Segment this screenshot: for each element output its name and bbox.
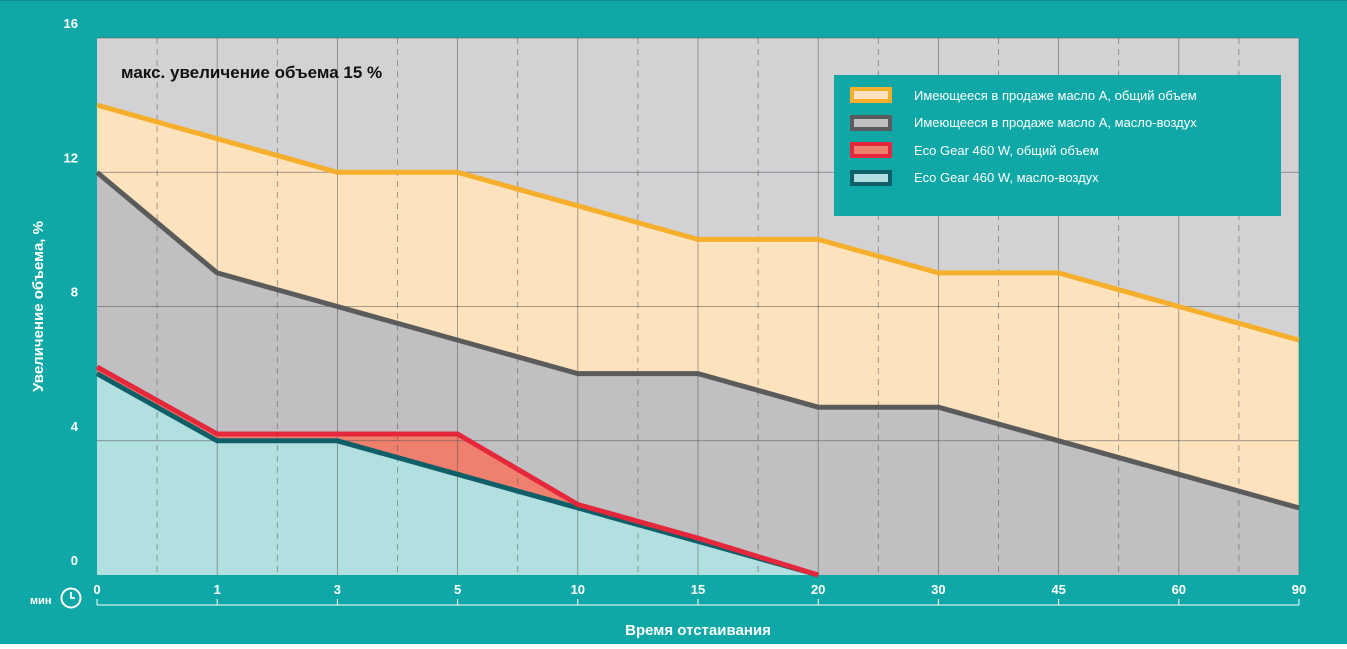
legend-item: Имеющееся в продаже масло А, масло-возду… [850, 112, 1281, 134]
x-unit-label: мин [30, 595, 52, 607]
legend-swatch [850, 87, 892, 103]
legend-swatch [850, 169, 892, 186]
legend-label: Имеющееся в продаже масло А, масло-возду… [914, 115, 1197, 130]
x-tick-label: 0 [93, 582, 100, 597]
series-1-line [96, 102, 1300, 343]
clock-hands [70, 592, 75, 599]
x-tick-label: 90 [1292, 582, 1306, 597]
y-tick-label: 4 [71, 419, 79, 434]
chart-annotation: макс. увеличение объема 15 % [121, 63, 382, 82]
x-tick-label: 20 [811, 582, 825, 597]
legend-swatch [850, 142, 892, 158]
series-2-line [95, 170, 1300, 511]
legend-item: Имеющееся в продаже масло А, общий объем [850, 84, 1281, 106]
x-tick-label: 10 [571, 582, 585, 597]
x-tick-label: 3 [334, 582, 341, 597]
y-tick-label: 12 [64, 150, 78, 165]
y-axis-title: Увеличение объема, % [30, 221, 47, 392]
x-tick-label: 1 [214, 582, 221, 597]
legend-label: Имеющееся в продаже масло А, общий объем [914, 87, 1197, 103]
series-3-line [95, 364, 819, 578]
legend-label: Eco Gear 460 W, масло-воздух [914, 170, 1099, 185]
y-tick-label: 16 [64, 16, 78, 31]
x-tick-label: 5 [454, 582, 461, 597]
x-axis-title: Время отстаивания [625, 622, 771, 639]
clock-icon [60, 587, 82, 609]
clock-face [60, 587, 82, 609]
legend-swatch [850, 114, 892, 131]
x-tick-label: 45 [1051, 582, 1065, 597]
x-tick-label: 30 [931, 582, 945, 597]
frame-top-edge [0, 0, 1347, 1]
legend: Имеющееся в продаже масло А, общий объем… [834, 75, 1281, 216]
legend-item: Eco Gear 460 W, масло-воздух [850, 167, 1281, 189]
x-tick-label: 60 [1172, 582, 1186, 597]
legend-label: Eco Gear 460 W, общий объем [914, 142, 1099, 158]
y-tick-label: 0 [71, 553, 78, 568]
legend-item: Eco Gear 460 W, общий объем [850, 139, 1281, 161]
y-tick-label: 8 [71, 285, 78, 300]
series-4-line [95, 371, 819, 578]
x-tick-label: 15 [691, 582, 705, 597]
